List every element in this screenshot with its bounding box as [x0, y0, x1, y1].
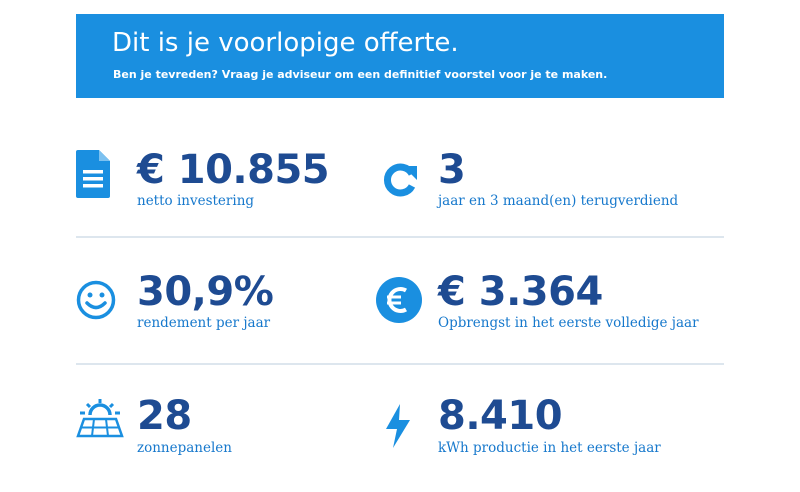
euro-coin-icon — [376, 277, 422, 327]
panels-value: 28 — [137, 393, 192, 439]
production-label: kWh productie in het eerste jaar — [438, 440, 661, 456]
banner-subtitle: Ben je tevreden? Vraag je adviseur om ee… — [113, 68, 608, 81]
revenue-label: Opbrengst in het eerste volledige jaar — [438, 315, 699, 331]
divider — [76, 363, 724, 365]
yield-label: rendement per jaar — [137, 315, 271, 331]
investment-value: € 10.855 — [137, 147, 330, 193]
smiley-icon — [76, 280, 116, 324]
document-icon — [76, 150, 110, 202]
payback-value: 3 — [438, 147, 466, 193]
offer-banner: Dit is je voorlopige offerte. Ben je tev… — [76, 14, 724, 98]
banner-title: Dit is je voorlopige offerte. — [112, 28, 459, 58]
lightning-icon — [386, 404, 410, 452]
solar-panel-icon — [76, 398, 124, 442]
refresh-icon — [381, 160, 419, 202]
production-value: 8.410 — [438, 393, 563, 439]
divider — [76, 236, 724, 238]
panels-label: zonnepanelen — [137, 440, 232, 456]
yield-value: 30,9% — [137, 269, 274, 315]
investment-label: netto investering — [137, 193, 255, 209]
payback-label: jaar en 3 maand(en) terugverdiend — [438, 193, 679, 209]
revenue-value: € 3.364 — [438, 269, 603, 315]
